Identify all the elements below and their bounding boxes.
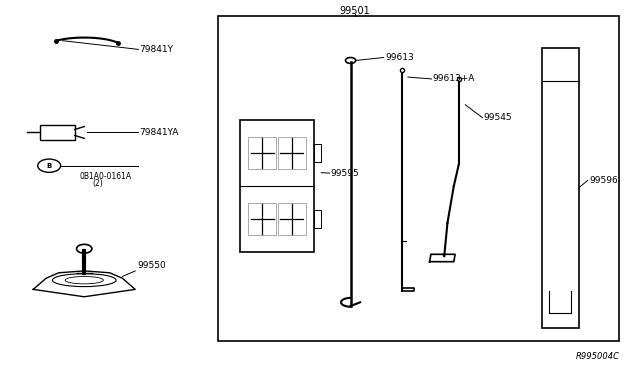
Text: (2): (2)	[93, 179, 103, 188]
Text: 99545: 99545	[484, 113, 513, 122]
Bar	[248, 203, 276, 235]
Text: 99550: 99550	[137, 261, 166, 270]
Bar	[278, 137, 306, 169]
Text: B: B	[47, 163, 52, 169]
Text: 99595: 99595	[331, 169, 360, 177]
Text: 99501: 99501	[340, 6, 371, 16]
Text: 99596: 99596	[589, 176, 618, 185]
Bar	[314, 210, 321, 228]
Bar	[40, 125, 75, 140]
Bar	[241, 119, 314, 253]
Bar	[314, 144, 321, 162]
Bar	[218, 16, 620, 341]
Text: 99613: 99613	[385, 53, 413, 62]
Circle shape	[77, 244, 92, 253]
Text: R995004C: R995004C	[575, 352, 620, 361]
Text: 99613+A: 99613+A	[433, 74, 475, 83]
Text: 0B1A0-0161A: 0B1A0-0161A	[80, 172, 132, 181]
Text: 79841Y: 79841Y	[140, 45, 173, 54]
Bar	[541, 48, 579, 328]
Text: 79841YA: 79841YA	[140, 128, 179, 137]
Bar	[278, 203, 306, 235]
Bar	[248, 137, 276, 169]
